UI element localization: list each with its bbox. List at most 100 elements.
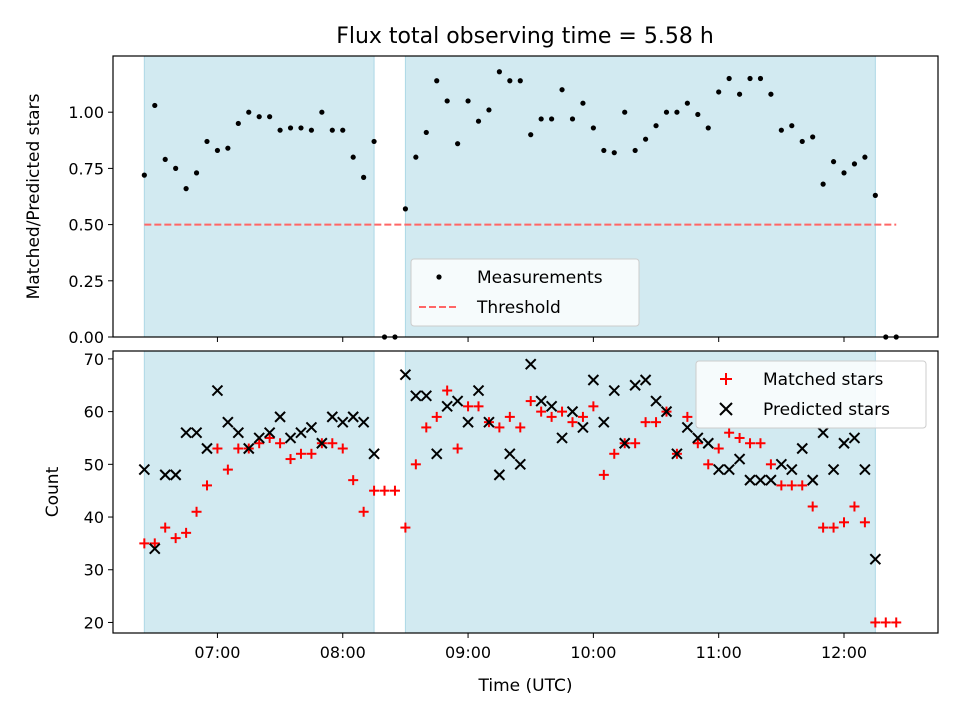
predicted-star-mark-b [169,469,182,481]
top-y-axis-label: Matched/Predicted stars [24,93,44,299]
y-tick-label: 60 [84,403,104,422]
predicted-star-mark-b [723,463,735,476]
predicted-star-mark-b [598,416,610,428]
predicted-star-point [253,432,265,444]
matched-star-point [609,448,620,459]
predicted-star-mark-b [566,405,579,418]
measurement-point [549,116,555,122]
measurement-point [611,150,617,156]
predicted-star-point [545,400,558,413]
predicted-star-point [410,390,422,402]
predicted-star-mark-b [556,432,568,444]
predicted-star-point [859,463,871,476]
measurement-point [820,181,826,187]
predicted-star-mark-b [253,432,265,444]
predicted-stars-legend-marker [719,402,733,416]
matched-star-point [870,617,881,628]
x-axis-label: Time (UTC) [478,676,573,696]
predicted-star-mark-b [848,432,861,444]
predicted-star-mark-b [138,463,151,476]
measurement-point [695,111,701,118]
night-band [143,55,375,338]
predicted-star-point [420,390,432,402]
measurement-point [538,116,544,122]
predicted-star-point [639,374,652,386]
predicted-star-mark-b [337,416,349,428]
measurement-point [486,107,492,113]
predicted-star-point [556,432,568,444]
matched-star-point [567,417,578,428]
measurement-point [214,147,221,154]
predicted-star-mark-b [190,426,203,439]
y-tick-label: 50 [84,455,104,474]
top-panel: 0.00 0.25 0.50 0.75 1.00 Matched/Predicted s… [24,55,939,347]
predicted-star-point [869,553,882,565]
matched-star-point [546,411,557,422]
bottom-x-ticks: 07:00 08:00 09:00 10:00 11:00 12:00 [194,633,867,662]
predicted-star-point [357,416,370,428]
y-tick-label: 0.00 [68,328,104,347]
top-x-ticks [216,337,845,342]
bottom-y-ticks: 20 30 40 50 60 70 [84,350,113,632]
matched-star-point [515,422,526,433]
measurement-point [173,165,179,171]
predicted-star-mark-b [180,426,192,439]
predicted-star-mark-b [754,474,767,486]
predicted-star-point [806,474,819,486]
predicted-star-point [504,448,516,460]
bottom-panel: 20 30 40 50 60 70 07:00 08:00 09:00 10:00 11:00 12… [43,350,939,696]
matched-star-point [651,417,662,428]
predicted-star-mark-b [462,416,474,428]
matched-stars-legend-marker [720,373,732,385]
predicted-star-mark-b [744,474,756,486]
matched-star-point [577,411,588,422]
measurement-point [152,102,158,109]
predicted-star-mark-b [671,448,683,460]
measurement-point [329,127,335,133]
measurement-point [663,109,670,115]
matched-star-point [212,443,223,454]
predicted-star-point [472,384,485,397]
predicted-star-mark-b [786,463,798,476]
predicted-star-point [796,442,808,455]
matched-star-point [734,432,745,443]
legend-matched-stars-label: Matched stars [763,370,883,390]
predicted-star-point [368,448,380,460]
matched-star-point [839,517,850,528]
predicted-star-point [462,416,474,428]
predicted-star-mark-b [368,448,380,460]
matched-star-point [222,464,233,475]
matched-star-point [818,522,829,533]
measurement-point [851,161,858,167]
matched-star-point [755,438,766,449]
predicted-star-mark-b [681,421,694,434]
measurement-point [799,138,805,145]
predicted-star-mark-b [504,448,516,460]
matched-star-point [442,385,453,396]
measurement-point [361,174,367,180]
predicted-star-mark-b [316,437,328,449]
matched-star-point [703,459,714,470]
predicted-star-point [347,411,359,423]
predicted-star-point [493,469,506,481]
matched-star-point [170,533,181,544]
predicted-star-point [243,442,255,455]
predicted-star-point [692,432,704,444]
predicted-star-point [190,426,203,439]
measurement-point [267,114,273,120]
measurement-point [256,114,262,120]
matched-star-point [525,396,536,407]
predicted-star-mark-b [441,400,453,413]
matched-star-point [181,527,192,538]
measurement-point [298,125,304,131]
measurement-point [444,98,450,104]
measurement-point [653,123,659,129]
legend-predicted-stars-label: Predicted stars [763,400,890,420]
predicted-star-mark-b [451,395,464,407]
matched-star-point [410,459,421,470]
predicted-star-mark-b [692,432,704,444]
y-tick-label: 1.00 [68,103,104,122]
measurement-point [632,147,638,154]
matched-star-point [640,417,651,428]
matched-star-point [807,501,818,512]
